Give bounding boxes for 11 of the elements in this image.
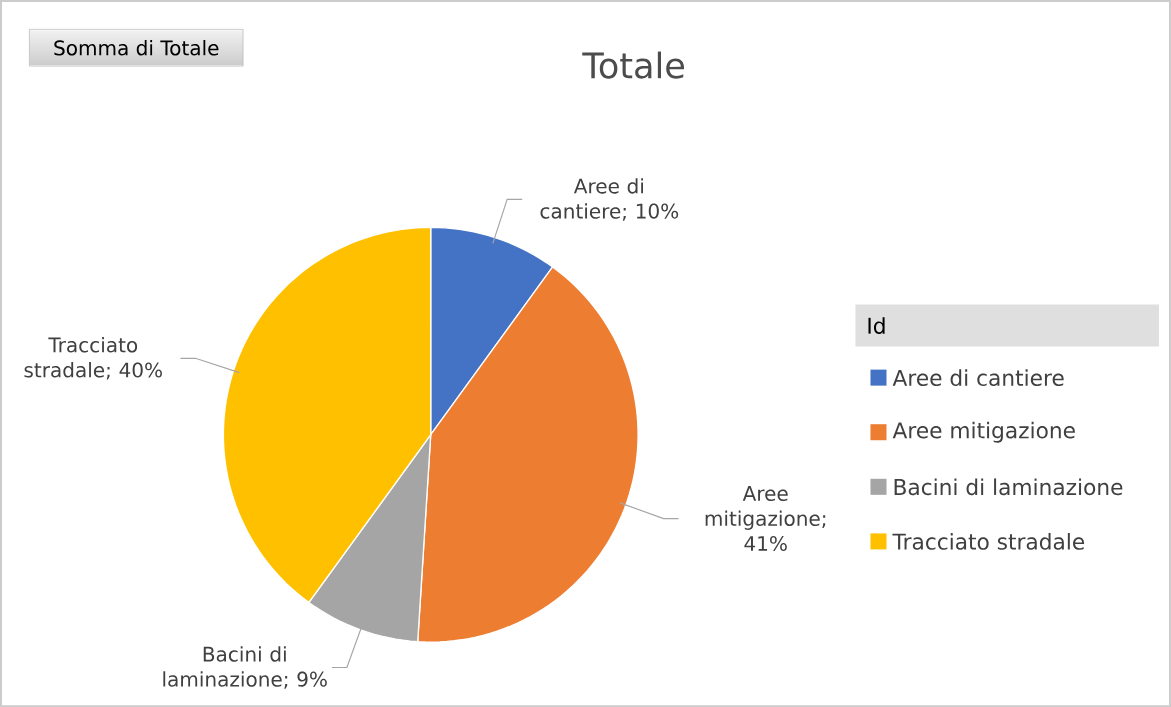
legend-label: Bacini di laminazione (894, 478, 1123, 496)
legend-label: Tracciato stradale (892, 532, 1085, 550)
chart-title: Totale (582, 51, 684, 79)
legend-label: Aree di cantiere (892, 369, 1064, 386)
data-label: Bacini di laminazione; 9% (163, 646, 327, 689)
legend-title: Id (868, 317, 885, 334)
data-label: Aree di cantiere; 10% (540, 178, 679, 221)
data-label: Aree mitigazione; 41% (705, 485, 826, 551)
data-label: Tracciato stradale; 40% (24, 336, 162, 380)
legend-label: Aree mitigazione (892, 421, 1075, 443)
text: Somma di Totale (54, 39, 219, 56)
